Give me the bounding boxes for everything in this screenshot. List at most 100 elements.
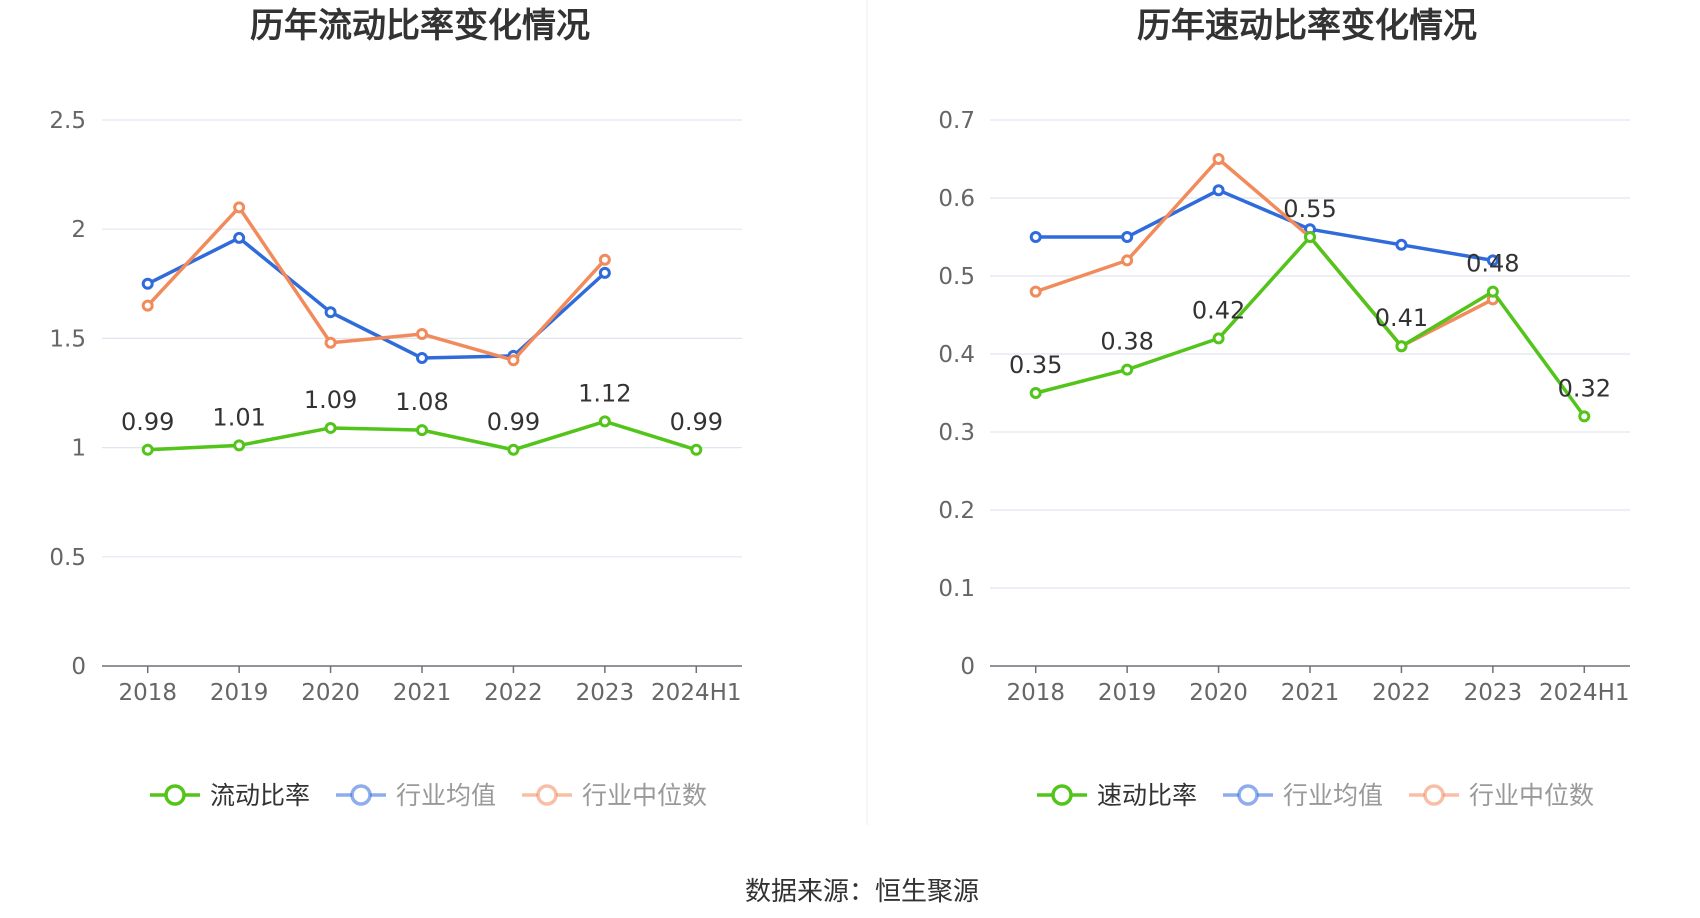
data-point	[1212, 332, 1225, 345]
y-tick-label: 0.5	[49, 545, 86, 571]
data-point	[507, 443, 520, 456]
data-point	[1395, 238, 1408, 251]
data-point	[1212, 153, 1225, 165]
x-tick-label: 2022	[1372, 680, 1431, 706]
y-tick-label: 2	[71, 217, 86, 243]
x-tick-label: 2023	[576, 680, 635, 706]
x-tick-label: 2022	[484, 680, 543, 706]
data-point	[233, 231, 246, 244]
data-point	[324, 336, 337, 349]
data-label: 1.01	[212, 403, 265, 431]
legend-item-3: 行业中位数	[1409, 781, 1594, 810]
data-label: 0.99	[487, 408, 540, 436]
legend-label: 行业均值	[1283, 781, 1383, 810]
legend-marker	[1423, 784, 1445, 806]
data-label: 0.99	[670, 408, 723, 436]
x-tick-label: 2024H1	[1539, 680, 1629, 706]
data-point	[324, 421, 337, 434]
x-tick-label: 2019	[1098, 680, 1157, 706]
series-line	[1035, 188, 1494, 263]
legend-marker	[1051, 784, 1073, 806]
series-1: 0.99 1.01 1.09 1.08 0.99 1.12 0.99	[121, 379, 723, 456]
y-tick-label: 2.5	[49, 108, 86, 134]
data-point	[598, 415, 611, 428]
data-point	[233, 201, 246, 214]
x-tick-label: 2020	[1189, 680, 1248, 706]
series-2	[141, 231, 611, 365]
data-label: 0.48	[1466, 250, 1519, 278]
legend-item-1: 速动比率	[1037, 781, 1197, 810]
series-3	[141, 201, 611, 367]
series-line	[146, 205, 607, 362]
y-tick-label: 1.5	[49, 326, 86, 352]
x-tick-label: 2021	[1281, 680, 1340, 706]
legend-marker	[350, 784, 372, 806]
x-tick-label: 2019	[210, 680, 269, 706]
data-point	[1029, 231, 1042, 243]
data-point	[1121, 231, 1134, 243]
legend-item-1: 流动比率	[150, 781, 310, 810]
data-point	[1029, 285, 1042, 298]
chart-title: 历年流动比率变化情况	[250, 6, 590, 46]
data-point	[1304, 231, 1316, 243]
data-point	[1029, 387, 1042, 399]
data-label: 1.12	[578, 379, 631, 407]
data-point	[416, 424, 428, 437]
legend-item-3: 行业中位数	[522, 781, 707, 810]
data-point	[416, 328, 428, 341]
data-point	[1486, 254, 1499, 267]
data-label: 0.32	[1558, 374, 1611, 402]
data-point	[507, 354, 520, 367]
y-tick-label: 0	[71, 654, 86, 680]
data-label: 0.41	[1375, 304, 1428, 332]
x-tick-label: 2018	[118, 680, 177, 706]
series-1: 0.35 0.38 0.42 0.55 0.41 0.48 0.32	[1009, 195, 1611, 423]
data-point	[141, 277, 154, 290]
data-label: 1.09	[304, 386, 357, 414]
data-label: 0.35	[1009, 351, 1062, 379]
data-label: 0.38	[1100, 328, 1153, 356]
legend-label: 行业中位数	[582, 781, 707, 810]
data-label: 1.08	[395, 388, 448, 416]
y-tick-label: 0.2	[938, 498, 975, 524]
chart-2: 历年速动比率变化情况 0 0.1 0.2 0.3 0.4 0.5 0.6 0.7 2018 2019…	[938, 6, 1630, 810]
legend-item-2: 行业均值	[336, 781, 496, 810]
x-tick-label: 2024H1	[651, 680, 741, 706]
x-tick-label: 2021	[393, 680, 452, 706]
legend-label: 行业均值	[396, 781, 496, 810]
y-tick-label: 0.4	[938, 342, 975, 368]
data-point	[1212, 184, 1225, 197]
data-point	[690, 443, 703, 456]
source-note: 数据来源：恒生聚源	[745, 877, 979, 907]
data-label: 0.99	[121, 408, 174, 436]
y-tick-label: 0.7	[938, 108, 975, 134]
data-point	[141, 443, 154, 456]
y-tick-label: 1	[71, 436, 86, 462]
y-tick-label: 0.5	[938, 264, 975, 290]
x-tick-label: 2018	[1006, 680, 1065, 706]
legend-label: 速动比率	[1097, 781, 1197, 810]
data-label: 0.55	[1283, 195, 1336, 223]
x-tick-label: 2023	[1464, 680, 1523, 706]
data-point	[1578, 410, 1591, 423]
series-2	[1029, 184, 1499, 267]
data-point	[324, 306, 337, 319]
data-point	[1395, 340, 1408, 353]
data-point	[233, 439, 246, 452]
chart-title: 历年速动比率变化情况	[1137, 6, 1477, 46]
data-point	[141, 299, 154, 312]
data-point	[598, 266, 611, 279]
data-label: 0.42	[1192, 296, 1245, 324]
data-point	[598, 253, 611, 266]
chart-1: 历年流动比率变化情况 0 0.5 1 1.5 2 2.5 2018 2019 2020 2021 20…	[49, 6, 742, 810]
data-point	[416, 352, 428, 365]
y-tick-label: 0	[960, 654, 975, 680]
y-tick-label: 0.6	[938, 186, 975, 212]
legend-marker	[536, 784, 558, 806]
data-point	[1121, 363, 1134, 376]
legend-marker	[1237, 784, 1259, 806]
data-point	[1486, 285, 1499, 298]
data-point	[1121, 254, 1134, 267]
